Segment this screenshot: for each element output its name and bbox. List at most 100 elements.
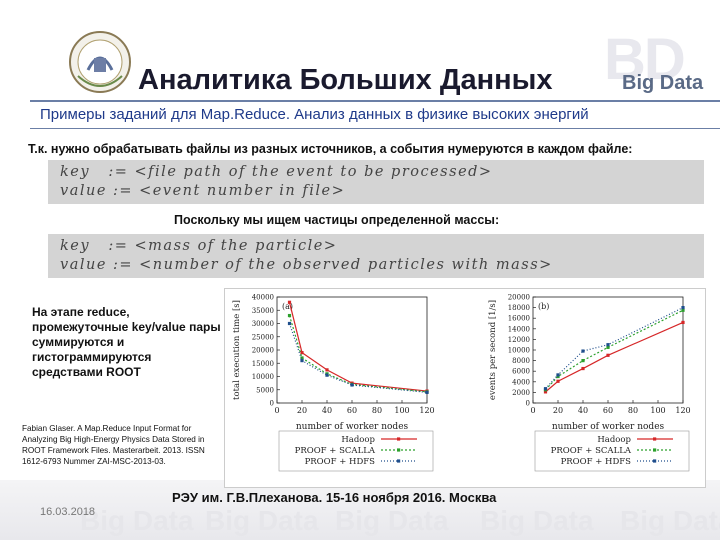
- code-line: key := <mass of the particle>: [60, 238, 338, 254]
- x-tick-label: 40: [578, 406, 588, 415]
- x-tick-label: 100: [394, 406, 409, 415]
- legend-marker: [653, 448, 657, 452]
- data-point: [581, 349, 585, 353]
- data-point: [606, 343, 610, 347]
- data-point: [556, 373, 560, 377]
- data-point: [681, 308, 685, 312]
- y-tick-label: 18000: [508, 304, 530, 312]
- data-point: [543, 390, 548, 394]
- x-tick-label: 120: [675, 406, 690, 415]
- panel-label: (a): [282, 302, 293, 311]
- x-tick-label: 120: [419, 406, 434, 415]
- y-axis-label: total execution time [s]: [232, 300, 242, 400]
- data-point: [300, 351, 304, 355]
- y-tick-label: 25000: [252, 333, 274, 341]
- watermark-text: Big Data: [480, 505, 594, 536]
- data-point: [300, 359, 304, 363]
- code-block-file-key: key := <file path of the event to be pro…: [48, 160, 704, 204]
- x-tick-label: 80: [628, 406, 638, 415]
- legend-box: [534, 430, 690, 472]
- code-block-mass-key: key := <mass of the particle> value := <…: [48, 234, 704, 278]
- mass-text: Поскольку мы ищем частицы определенной м…: [174, 213, 500, 227]
- legend-label: PROOF + HDFS: [305, 457, 376, 467]
- watermark-text: Big Data: [335, 505, 449, 536]
- code-line: value := <number of the observed particl…: [60, 257, 553, 273]
- y-tick-label: 16000: [508, 315, 530, 323]
- y-tick-label: 10000: [508, 347, 530, 355]
- data-point: [581, 359, 585, 363]
- plot-frame: [276, 296, 428, 404]
- data-point: [681, 320, 685, 325]
- brand-text: Big Data: [622, 72, 704, 94]
- legend-label: Hadoop: [341, 435, 375, 445]
- x-tick-label: 80: [372, 406, 382, 415]
- y-tick-label: 40000: [252, 294, 274, 302]
- legend-marker: [397, 448, 401, 452]
- y-tick-label: 6000: [512, 368, 530, 376]
- legend-marker: [397, 437, 401, 441]
- panel-label: (b): [538, 302, 549, 311]
- watermark-text: Big Data: [620, 505, 720, 536]
- y-tick-label: 2000: [512, 389, 530, 397]
- data-point: [325, 368, 329, 372]
- code-line: value := <event number in file>: [60, 183, 346, 199]
- y-tick-label: 0: [526, 400, 530, 408]
- data-point: [556, 379, 560, 383]
- legend-label: PROOF + SCALLA: [551, 446, 632, 456]
- x-tick-label: 60: [347, 406, 357, 415]
- legend-marker: [397, 459, 401, 463]
- reduce-description: На этапе reduce, промежуточные key/value…: [32, 305, 221, 379]
- brand-mark: BD: [604, 27, 686, 92]
- slide-subtitle: Примеры заданий для Map.Reduce. Анализ д…: [40, 106, 589, 123]
- series-line: [288, 315, 428, 393]
- y-tick-label: 10000: [252, 373, 274, 381]
- citation: Fabian Glaser. A Map.Reduce Input Format…: [22, 424, 205, 466]
- data-point: [606, 353, 610, 357]
- x-tick-label: 100: [650, 406, 665, 415]
- footer-text: РЭУ им. Г.В.Плеханова. 15-16 ноября 2016…: [172, 490, 497, 505]
- data-point: [287, 321, 292, 326]
- data-point: [681, 306, 685, 310]
- x-axis-label: number of worker nodes: [552, 422, 665, 432]
- y-tick-label: 5000: [256, 386, 274, 394]
- data-point: [425, 390, 429, 394]
- y-tick-label: 35000: [252, 307, 274, 315]
- big-data-logo: BD Big Data: [604, 26, 708, 106]
- subtitle-divider: [30, 128, 720, 129]
- legend-label: PROOF + SCALLA: [295, 446, 376, 456]
- data-point: [287, 313, 292, 318]
- x-tick-label: 40: [322, 406, 332, 415]
- series-line: [545, 321, 684, 393]
- y-tick-label: 0: [270, 400, 274, 408]
- intro-text: Т.к. нужно обрабатывать файлы из разных …: [28, 142, 633, 156]
- data-point: [300, 356, 304, 360]
- y-tick-label: 20000: [508, 294, 530, 302]
- series-line: [545, 309, 684, 391]
- slide-date: 16.03.2018: [40, 506, 96, 518]
- series-line: [288, 302, 428, 392]
- data-point: [287, 300, 292, 304]
- legend-marker: [653, 437, 657, 441]
- charts-svg: 0 20 40 60 80 100 1200500010000150002000025000…: [232, 294, 691, 472]
- series-line: [545, 307, 684, 390]
- x-axis-label: number of worker nodes: [296, 422, 409, 432]
- legend-label: Hadoop: [597, 435, 631, 445]
- data-point: [581, 366, 585, 371]
- series-line: [288, 323, 428, 393]
- data-point: [606, 345, 610, 349]
- title-divider: [30, 100, 720, 102]
- x-tick-label: 20: [553, 406, 563, 415]
- legend-box: [278, 430, 434, 472]
- data-point: [543, 387, 548, 391]
- x-tick-label: 20: [297, 406, 307, 415]
- legend-label: PROOF + HDFS: [561, 457, 632, 467]
- x-tick-label: 60: [603, 406, 613, 415]
- footer-background: [0, 480, 720, 540]
- y-tick-label: 30000: [252, 320, 274, 328]
- watermark-text: Big Data: [205, 505, 319, 536]
- y-axis-label: events per second [1/s]: [488, 300, 498, 400]
- code-line: key := <file path of the event to be pro…: [60, 164, 493, 180]
- y-tick-label: 12000: [508, 336, 530, 344]
- y-tick-label: 4000: [512, 378, 530, 386]
- university-seal-logo: [69, 31, 131, 93]
